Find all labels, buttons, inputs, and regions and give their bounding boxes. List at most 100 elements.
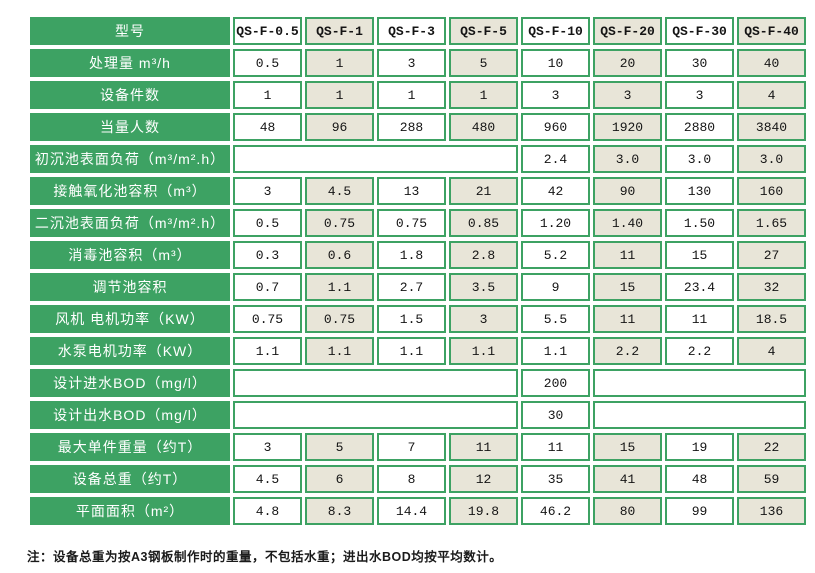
value-cell — [593, 401, 806, 429]
table-row: 消毒池容积（m³） 0.3 0.6 1.8 2.8 5.2 11 15 27 — [30, 241, 806, 269]
value-cell — [233, 401, 518, 429]
table-row: 设备件数 1 1 1 1 3 3 3 4 — [30, 81, 806, 109]
value-cell: 288 — [377, 113, 446, 141]
value-cell: 4.8 — [233, 497, 302, 525]
value-cell: 2.2 — [665, 337, 734, 365]
value-cell: 960 — [521, 113, 590, 141]
value-cell: 13 — [377, 177, 446, 205]
value-cell: 4.5 — [233, 465, 302, 493]
value-cell: 90 — [593, 177, 662, 205]
value-cell: 11 — [665, 305, 734, 333]
value-cell: 2.2 — [593, 337, 662, 365]
header-label-model: 型号 — [30, 17, 230, 45]
value-cell: 3 — [233, 433, 302, 461]
value-cell: 8 — [377, 465, 446, 493]
value-cell: 19 — [665, 433, 734, 461]
value-cell: 4 — [737, 81, 806, 109]
value-cell: 130 — [665, 177, 734, 205]
value-cell: 15 — [593, 273, 662, 301]
value-cell: 23.4 — [665, 273, 734, 301]
value-cell: 30 — [665, 49, 734, 77]
value-cell: 3 — [593, 81, 662, 109]
value-cell: 136 — [737, 497, 806, 525]
value-cell: 0.75 — [305, 305, 374, 333]
table-row: 设备总重（约T） 4.5 6 8 12 35 41 48 59 — [30, 465, 806, 493]
table-row: 水泵电机功率（KW） 1.1 1.1 1.1 1.1 1.1 2.2 2.2 4 — [30, 337, 806, 365]
table-row: 设计出水BOD（mg/l） 30 — [30, 401, 806, 429]
value-cell: 0.7 — [233, 273, 302, 301]
value-cell: 1.20 — [521, 209, 590, 237]
value-cell: 11 — [449, 433, 518, 461]
row-label: 当量人数 — [30, 113, 230, 141]
model-header: QS-F-5 — [449, 17, 518, 45]
value-cell: 1.1 — [521, 337, 590, 365]
value-cell: 1.1 — [305, 273, 374, 301]
row-label: 初沉池表面负荷（m³/m².h） — [30, 145, 230, 173]
table-row: 设计进水BOD（mg/l） 200 — [30, 369, 806, 397]
value-cell: 1 — [305, 49, 374, 77]
value-cell — [593, 369, 806, 397]
value-cell: 27 — [737, 241, 806, 269]
value-cell: 1.1 — [377, 337, 446, 365]
table-row: 平面面积（m²） 4.8 8.3 14.4 19.8 46.2 80 99 136 — [30, 497, 806, 525]
table-row: 接触氧化池容积（m³） 3 4.5 13 21 42 90 130 160 — [30, 177, 806, 205]
row-label: 设备件数 — [30, 81, 230, 109]
row-label: 接触氧化池容积（m³） — [30, 177, 230, 205]
row-label: 设计出水BOD（mg/l） — [30, 401, 230, 429]
value-cell: 160 — [737, 177, 806, 205]
value-cell: 1.1 — [449, 337, 518, 365]
value-cell: 2.4 — [521, 145, 590, 173]
table-row: 当量人数 48 96 288 480 960 1920 2880 3840 — [30, 113, 806, 141]
row-label: 水泵电机功率（KW） — [30, 337, 230, 365]
value-cell: 0.6 — [305, 241, 374, 269]
value-cell: 3840 — [737, 113, 806, 141]
table-row: 二沉池表面负荷（m³/m².h） 0.5 0.75 0.75 0.85 1.20 1.40 1… — [30, 209, 806, 237]
value-cell: 99 — [665, 497, 734, 525]
model-header: QS-F-40 — [737, 17, 806, 45]
value-cell: 48 — [665, 465, 734, 493]
value-cell: 7 — [377, 433, 446, 461]
value-cell: 3 — [665, 81, 734, 109]
value-cell: 5 — [449, 49, 518, 77]
model-header: QS-F-10 — [521, 17, 590, 45]
model-header: QS-F-1 — [305, 17, 374, 45]
row-label: 设备总重（约T） — [30, 465, 230, 493]
value-cell: 4 — [737, 337, 806, 365]
value-cell: 1 — [377, 81, 446, 109]
value-cell: 59 — [737, 465, 806, 493]
value-cell: 40 — [737, 49, 806, 77]
value-cell: 1.5 — [377, 305, 446, 333]
value-cell: 0.5 — [233, 49, 302, 77]
value-cell: 0.75 — [377, 209, 446, 237]
value-cell: 1.1 — [305, 337, 374, 365]
value-cell: 5 — [305, 433, 374, 461]
value-cell: 20 — [593, 49, 662, 77]
value-cell: 21 — [449, 177, 518, 205]
value-cell: 1 — [233, 81, 302, 109]
value-cell: 32 — [737, 273, 806, 301]
footnote: 注：设备总重为按A3钢板制作时的重量，不包括水重；进出水BOD均按平均数计。 — [27, 550, 503, 564]
value-cell: 0.3 — [233, 241, 302, 269]
value-cell: 3 — [233, 177, 302, 205]
value-cell: 3.0 — [737, 145, 806, 173]
value-cell: 5.2 — [521, 241, 590, 269]
spec-table: 型号 QS-F-0.5 QS-F-1 QS-F-3 QS-F-5 QS-F-10 QS-F… — [27, 13, 809, 529]
value-cell: 1 — [449, 81, 518, 109]
value-cell — [233, 369, 518, 397]
value-cell — [233, 145, 518, 173]
value-cell: 9 — [521, 273, 590, 301]
value-cell: 1.50 — [665, 209, 734, 237]
value-cell: 11 — [593, 241, 662, 269]
value-cell: 0.5 — [233, 209, 302, 237]
value-cell: 80 — [593, 497, 662, 525]
value-cell: 46.2 — [521, 497, 590, 525]
value-cell: 200 — [521, 369, 590, 397]
value-cell: 15 — [593, 433, 662, 461]
row-label: 风机 电机功率（KW） — [30, 305, 230, 333]
value-cell: 3 — [377, 49, 446, 77]
value-cell: 8.3 — [305, 497, 374, 525]
value-cell: 19.8 — [449, 497, 518, 525]
value-cell: 3 — [449, 305, 518, 333]
header-row: 型号 QS-F-0.5 QS-F-1 QS-F-3 QS-F-5 QS-F-10 QS-F… — [30, 17, 806, 45]
